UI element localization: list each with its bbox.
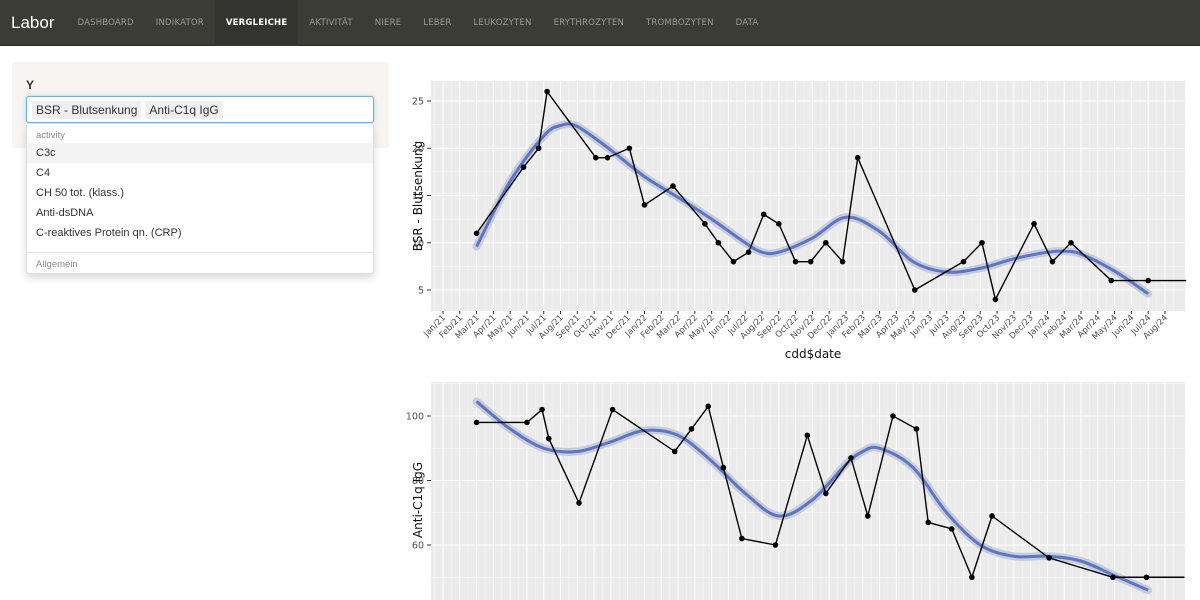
anti-c1q-plot: 60 80 100 Anti-C1q IgG <box>406 382 1185 600</box>
data-point[interactable] <box>702 221 708 227</box>
data-point[interactable] <box>609 406 616 413</box>
nav-leber[interactable]: LEBER <box>423 17 452 28</box>
y-dropdown-menu: activity C3c C4 CH 50 tot. (klass.) Anti… <box>26 124 374 274</box>
data-point[interactable] <box>890 413 896 419</box>
nav-erythrozyten[interactable]: ERYTHROZYTEN <box>553 17 625 28</box>
data-point[interactable] <box>524 419 530 426</box>
y-axis-label: BSR - Blutsenkung <box>411 141 425 251</box>
data-point[interactable] <box>792 258 799 265</box>
y-tick-label: 5 <box>418 286 424 297</box>
data-point[interactable] <box>948 526 955 532</box>
nav-trombozyten[interactable]: TROMBOZYTEN <box>646 17 714 28</box>
option-group-header: Allgemein <box>36 259 78 270</box>
data-point[interactable] <box>1145 277 1151 284</box>
nav-aktivitaet[interactable]: AKTIVITÄT <box>309 17 353 28</box>
data-point[interactable] <box>520 164 527 170</box>
x-axis-labels: Jan/21Feb/21Mar/21Apr/21May/21Jun/21Jul/… <box>421 313 1170 342</box>
smooth-trend-line <box>475 122 1150 296</box>
data-point[interactable] <box>671 448 678 455</box>
data-point[interactable] <box>473 419 480 426</box>
data-point[interactable] <box>913 426 920 432</box>
navbar: Labor DASHBOARD INDIKATOR VERGLEICHE AKT… <box>0 0 1200 46</box>
y-tick-label: 60 <box>412 541 424 552</box>
data-point[interactable] <box>544 88 550 95</box>
nav-dashboard[interactable]: DASHBOARD <box>77 17 134 28</box>
x-axis-label: cdd$date <box>785 347 842 361</box>
data-point[interactable] <box>545 435 552 442</box>
data-point[interactable] <box>804 432 811 439</box>
y-axis-label: Anti-C1q IgG <box>411 462 425 538</box>
data-point[interactable] <box>854 154 861 161</box>
brand-title[interactable]: Labor <box>11 12 55 32</box>
data-point[interactable] <box>911 287 918 293</box>
y-tick-label: 10 <box>412 238 424 249</box>
data-point[interactable] <box>839 258 846 265</box>
group-divider <box>27 252 373 253</box>
data-point[interactable] <box>604 154 611 161</box>
nav-indikator[interactable]: INDIKATOR <box>155 17 204 28</box>
selected-chip[interactable]: Anti-C1q IgG <box>145 100 223 119</box>
selected-chip[interactable]: BSR - Blutsenkung <box>32 100 142 119</box>
data-point[interactable] <box>1031 221 1037 227</box>
data-point[interactable] <box>576 500 582 506</box>
data-point[interactable] <box>823 239 829 246</box>
data-point[interactable] <box>848 455 854 461</box>
nav-vergleiche[interactable]: VERGLEICHE <box>214 0 299 46</box>
data-point[interactable] <box>739 535 745 542</box>
nav-leukozyten[interactable]: LEUKOZYTEN <box>473 17 532 28</box>
data-point[interactable] <box>1143 574 1150 581</box>
data-point[interactable] <box>720 464 727 471</box>
data-point[interactable] <box>925 519 932 526</box>
data-point[interactable] <box>760 211 767 218</box>
y-tick-label: 15 <box>412 191 424 202</box>
data-point[interactable] <box>823 490 829 497</box>
bsr-plot: 5 10 15 20 25 BSR - Blutsenkung <box>411 81 1187 314</box>
data-point[interactable] <box>1046 555 1052 561</box>
y-tick-label: 25 <box>412 97 424 108</box>
data-point[interactable] <box>626 145 633 152</box>
data-point[interactable] <box>535 145 542 152</box>
y-tick-label: 20 <box>412 144 424 155</box>
data-point[interactable] <box>1068 239 1074 246</box>
data-point[interactable] <box>539 406 545 413</box>
data-point[interactable] <box>992 296 999 303</box>
data-point[interactable] <box>776 221 782 227</box>
dropdown-option[interactable]: C-reaktives Protein qn. (CRP) <box>36 227 182 239</box>
option-group-header: activity <box>36 130 66 141</box>
data-point[interactable] <box>670 183 676 189</box>
dropdown-option[interactable]: Anti-dsDNA <box>36 207 94 219</box>
data-point[interactable] <box>1049 258 1056 265</box>
nav-data[interactable]: DATA <box>735 17 759 28</box>
data-point[interactable] <box>688 426 695 432</box>
dropdown-option[interactable]: C3c <box>27 143 373 163</box>
data-point[interactable] <box>715 239 722 246</box>
data-point[interactable] <box>772 542 779 548</box>
y-tick-label: 80 <box>412 476 424 487</box>
data-point[interactable] <box>592 154 599 161</box>
data-point[interactable] <box>960 258 967 265</box>
data-point[interactable] <box>807 258 814 265</box>
data-point[interactable] <box>969 574 975 581</box>
nav-niere[interactable]: NIERE <box>374 17 402 28</box>
data-point[interactable] <box>989 513 995 519</box>
y-multiselect-input[interactable]: BSR - Blutsenkung Anti-C1q IgG <box>26 96 374 123</box>
data-point[interactable] <box>1110 574 1116 581</box>
data-point[interactable] <box>705 403 712 410</box>
dropdown-option[interactable]: CH 50 tot. (klass.) <box>36 187 125 199</box>
dropdown-option[interactable]: C4 <box>36 167 51 179</box>
smooth-trend-line <box>475 400 1149 592</box>
data-point[interactable] <box>730 258 737 265</box>
data-point[interactable] <box>864 513 871 519</box>
data-point[interactable] <box>745 249 752 255</box>
data-point[interactable] <box>1108 277 1115 284</box>
data-point[interactable] <box>473 230 480 237</box>
y-select-label: Y <box>26 78 35 92</box>
data-point[interactable] <box>641 202 648 208</box>
y-tick-label: 100 <box>406 412 424 423</box>
data-point[interactable] <box>979 239 985 246</box>
